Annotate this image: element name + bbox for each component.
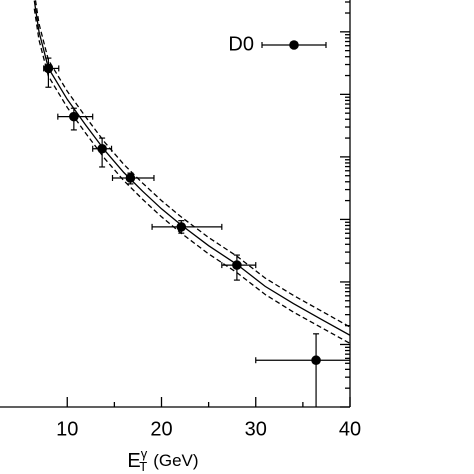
legend-marker [289,40,299,50]
legend-label: D0 [228,33,254,55]
x-label-unit: (GeV) [153,451,198,470]
data-point [69,111,79,122]
data-point [97,143,107,154]
x-label-sub: T [139,459,147,474]
theory-curve [33,8,350,344]
x-label-sup: γ [141,446,148,461]
theory-curve [33,0,350,336]
data-point [176,222,187,232]
x-tick-label: 40 [339,418,361,440]
data-point [125,173,136,183]
x-tick-label: 30 [245,418,267,440]
plot-area [33,0,350,407]
x-axis-label: Eγ T (GeV) [127,446,198,474]
theory-curve [34,0,350,328]
data-point [43,63,54,74]
data-point [311,355,321,366]
x-tick-label: 10 [56,418,78,440]
x-tick-label: 20 [150,418,172,440]
data-point [232,260,242,270]
x-label-base: E [127,450,140,472]
